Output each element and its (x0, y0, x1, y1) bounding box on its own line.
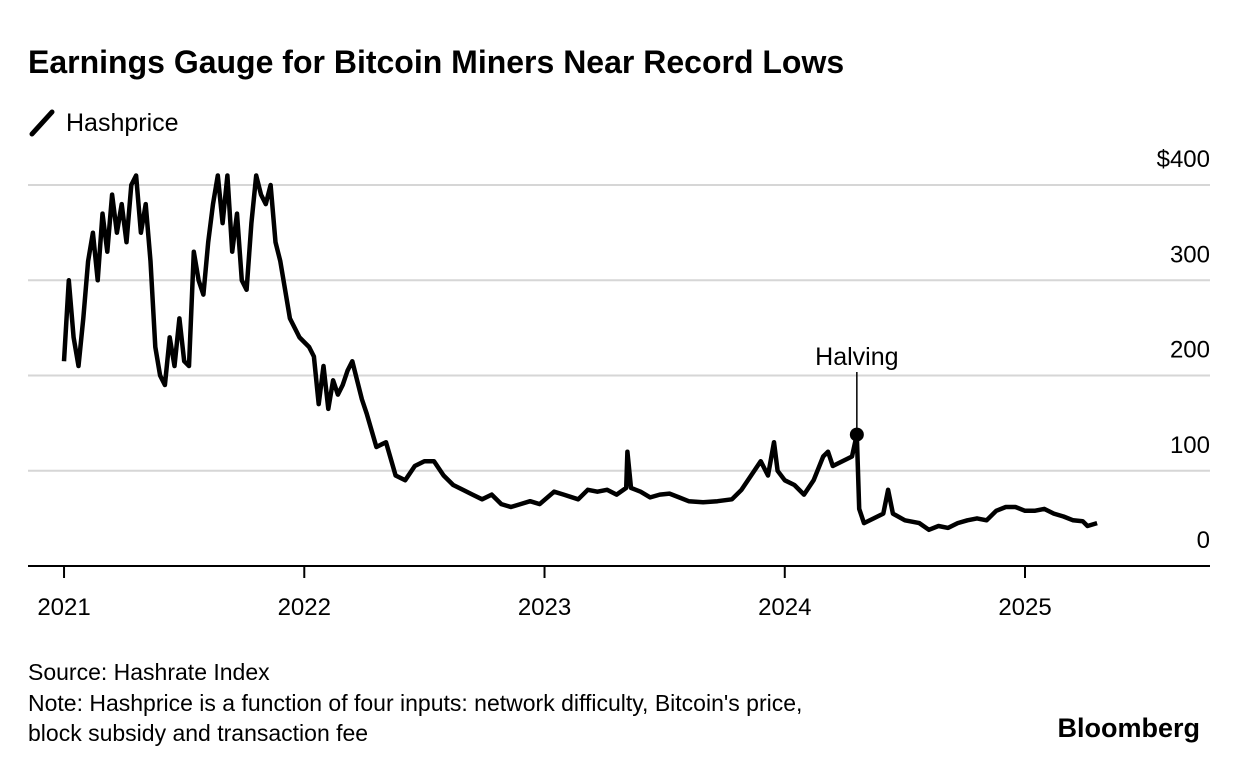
y-tick-label: $400 (1157, 146, 1210, 173)
chart-title: Earnings Gauge for Bitcoin Miners Near R… (28, 44, 844, 80)
y-tick-label: 0 (1197, 527, 1210, 554)
source: Source: Hashrate Index (28, 659, 270, 685)
x-tick-label: 2024 (758, 594, 811, 621)
x-tick-label: 2022 (278, 594, 331, 621)
y-tick-label: 300 (1170, 241, 1210, 268)
legend-swatch (29, 109, 55, 137)
x-tick-label: 2021 (37, 594, 90, 621)
x-tick-label: 2023 (518, 594, 571, 621)
y-tick-label: 100 (1170, 432, 1210, 459)
legend-label: Hashprice (66, 109, 179, 137)
note: Note: Hashprice is a function of four in… (28, 690, 802, 716)
series-line (61, 173, 1098, 533)
annotation-label: Halving (815, 343, 898, 371)
y-tick-label: 200 (1170, 337, 1210, 364)
brand: Bloomberg (1057, 713, 1200, 743)
x-tick-label: 2025 (998, 594, 1051, 621)
note: block subsidy and transaction fee (28, 720, 368, 746)
annotation-dot (849, 427, 864, 442)
